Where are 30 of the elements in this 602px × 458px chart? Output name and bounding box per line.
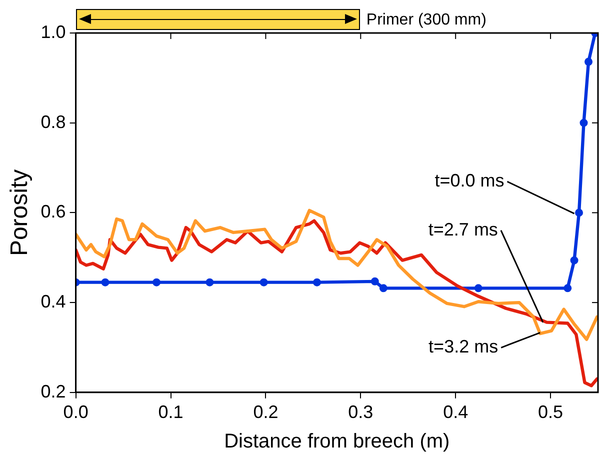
point — [474, 284, 482, 292]
point — [152, 278, 161, 286]
x-tick-label: 0.5 — [538, 402, 564, 422]
x-tick-label: 0.0 — [63, 402, 88, 422]
y-tick-label: 0.6 — [40, 202, 66, 222]
point — [206, 278, 214, 286]
x-tick-label: 0.3 — [348, 402, 374, 422]
point — [312, 278, 321, 286]
annotation: t=2.7 ms — [428, 219, 498, 240]
point — [564, 284, 572, 292]
annotation: t=0.0 ms — [434, 170, 504, 191]
point — [260, 278, 268, 286]
x-tick-label: 0.2 — [253, 402, 278, 422]
x-tick-label: 0.1 — [158, 402, 184, 422]
point — [580, 118, 588, 127]
y-tick-label: 0.4 — [40, 292, 66, 312]
x-tick-label: 0.4 — [443, 402, 468, 422]
point — [379, 284, 388, 292]
y-tick-label: 1.0 — [40, 22, 66, 42]
annotation: t=3.2 ms — [428, 336, 498, 357]
point — [575, 208, 584, 217]
y-axis-title: Porosity — [6, 169, 34, 256]
point — [370, 277, 379, 286]
point — [584, 58, 593, 66]
y-tick-label: 0.2 — [40, 381, 66, 402]
point — [570, 256, 578, 264]
x-axis-title: Distance from breech (m) — [224, 430, 450, 453]
text: Primer (300 mm) — [366, 11, 486, 28]
point — [101, 278, 110, 286]
y-tick-label: 0.8 — [40, 112, 66, 132]
